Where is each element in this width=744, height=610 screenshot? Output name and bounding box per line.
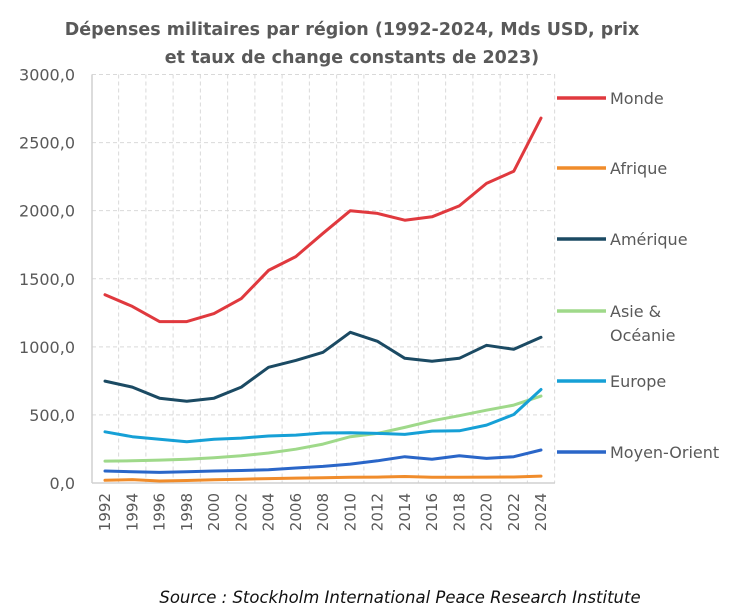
y-tick-label: 1500,0 xyxy=(19,270,75,289)
legend-item: Europe xyxy=(557,372,666,391)
y-tick-label: 500,0 xyxy=(29,406,75,425)
gridlines xyxy=(92,74,556,483)
y-axis-ticks: 0,0 500,0 1000,0 1500,0 2000,0 2500,0 3000,0 xyxy=(19,66,75,494)
x-tick-label: 2014 xyxy=(396,493,414,531)
chart-title-line-1: Dépenses militaires par région (1992-202… xyxy=(65,20,640,40)
y-tick-label: 3000,0 xyxy=(19,66,75,85)
x-tick-label: 2002 xyxy=(232,493,250,531)
x-tick-label: 2006 xyxy=(287,493,305,531)
series-line-moyen-orient xyxy=(103,448,543,474)
legend-label: Asie & xyxy=(610,302,661,321)
legend-label: Afrique xyxy=(610,159,667,178)
x-axis-ticks: 1992 1994 1996 1998 2000 2002 2004 2006 2008 2010… xyxy=(96,493,550,531)
series-line-monde xyxy=(103,116,543,324)
x-tick-label: 2016 xyxy=(423,493,441,531)
x-tick-label: 1996 xyxy=(151,493,169,531)
series-line-asie-oc-anie xyxy=(103,394,543,463)
y-tick-label: 2000,0 xyxy=(19,202,75,221)
legend: Monde Afrique Amérique Asie & Océanie Europe M… xyxy=(557,89,719,462)
x-tick-label: 1994 xyxy=(123,493,141,531)
legend-label: Océanie xyxy=(610,326,675,345)
x-tick-label: 2024 xyxy=(532,493,550,531)
y-tick-label: 2500,0 xyxy=(19,134,75,153)
x-tick-label: 1992 xyxy=(96,493,114,531)
x-tick-label: 2008 xyxy=(314,493,332,531)
series-line-europe xyxy=(103,388,543,444)
chart-title-line-2: et taux de change constants de 2023) xyxy=(165,48,539,68)
legend-item: Monde xyxy=(557,89,664,108)
series-line-afrique xyxy=(103,474,543,483)
legend-label: Moyen-Orient xyxy=(610,443,719,462)
series-lines xyxy=(103,116,543,483)
chart-title: Dépenses militaires par région (1992-202… xyxy=(65,20,640,68)
legend-item: Moyen-Orient xyxy=(557,443,719,462)
legend-item: Afrique xyxy=(557,159,667,178)
legend-item: Asie & Océanie xyxy=(557,302,675,345)
legend-label: Monde xyxy=(610,89,664,108)
series-line-am-rique xyxy=(103,330,543,403)
legend-item: Amérique xyxy=(557,230,688,249)
y-tick-label: 1000,0 xyxy=(19,338,75,357)
axes xyxy=(91,74,555,484)
y-tick-label: 0,0 xyxy=(50,474,75,493)
x-tick-label: 2010 xyxy=(341,493,359,531)
x-tick-label: 2012 xyxy=(369,493,387,531)
legend-label: Europe xyxy=(610,372,666,391)
x-tick-label: 2018 xyxy=(450,493,468,531)
x-tick-label: 2022 xyxy=(505,493,523,531)
x-tick-label: 2004 xyxy=(260,493,278,531)
x-tick-label: 2000 xyxy=(205,493,223,531)
legend-label: Amérique xyxy=(610,230,688,249)
x-tick-label: 2020 xyxy=(478,493,496,531)
x-tick-label: 1998 xyxy=(178,493,196,531)
source-note: Source : Stockholm International Peace R… xyxy=(159,588,640,607)
